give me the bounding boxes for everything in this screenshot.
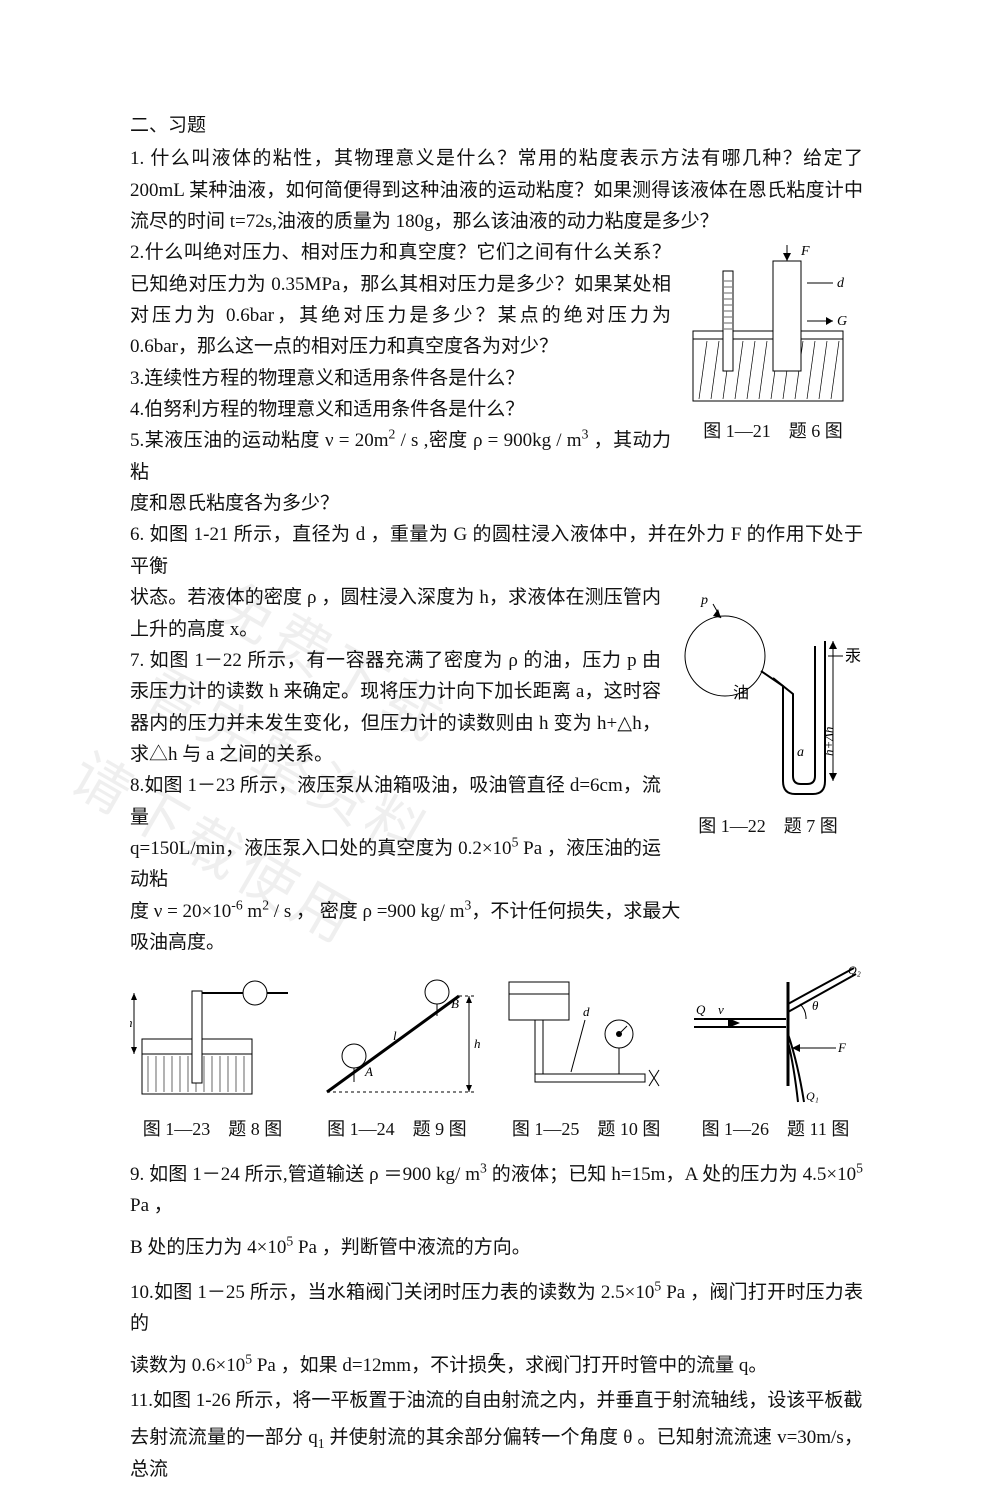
figure-1-22-svg: p 油 汞 a h+Δh xyxy=(673,586,863,806)
question-8-line-3: 度 ν = 20×10-6 m2 / s ， 密度 ρ =900 kg/ m3，… xyxy=(130,896,863,927)
fig22-label-a: a xyxy=(797,745,804,760)
page: 免费下载 看完整资料 请下载使用 二、习题 1. 什么叫液体的粘性，其物理意义是… xyxy=(0,0,993,1404)
q9-a: 9. 如图 1－24 所示,管道输送 ρ ＝900 kg/ m xyxy=(130,1164,480,1185)
figure-1-24-caption: 图 1—24 题 9 图 xyxy=(309,1115,484,1145)
figure-1-24: A B l h 图 1—24 题 9 图 xyxy=(309,974,484,1145)
fig26-label-Q1: Q₁ xyxy=(806,1089,819,1103)
q5-b: / s ,密度 ρ = 900kg / m xyxy=(395,430,581,451)
fig22-label-p: p xyxy=(700,593,708,608)
q9-b: 的液体；已知 h=15m，A 处的压力为 4.5×10 xyxy=(487,1164,856,1185)
fig26-label-v: v xyxy=(718,1002,724,1017)
q11-b: 去射流流量的一部分 q xyxy=(130,1427,318,1448)
section-title: 二、习题 xyxy=(130,110,863,141)
fig26-label-F: F xyxy=(837,1040,847,1055)
fig26-label-theta: θ xyxy=(812,998,819,1013)
q8-e: m xyxy=(243,901,263,922)
fig24-label-h: h xyxy=(474,1036,481,1051)
figure-1-26: Q v F Q₂ θ xyxy=(688,964,863,1145)
figure-1-24-svg: A B l h xyxy=(309,974,484,1109)
page-number: 5 xyxy=(0,1349,993,1370)
question-9-line-1: 9. 如图 1－24 所示,管道输送 ρ ＝900 kg/ m3 的液体；已知 … xyxy=(130,1159,863,1222)
figure-1-22-caption: 图 1—22 题 7 图 xyxy=(673,812,863,842)
q9-e: Pa ，判断管中液流的方向。 xyxy=(293,1237,531,1258)
q9-d: B 处的压力为 4×10 xyxy=(130,1237,286,1258)
question-6-line-1: 6. 如图 1-21 所示，直径为 d ，重量为 G 的圆柱浸入液体中，并在外力… xyxy=(130,519,863,582)
fig26-label-Q2: Q₂ xyxy=(848,964,861,977)
q5-unit1: m xyxy=(374,430,389,451)
fig24-label-l: l xyxy=(393,1028,397,1043)
q9-exp2: 5 xyxy=(856,1161,863,1176)
question-8-line-4: 吸油高度。 xyxy=(130,927,863,958)
q8-b: q=150L/min，液压泵入口处的真空度为 0.2×10 xyxy=(130,838,512,859)
figure-1-26-caption: 图 1—26 题 11 图 xyxy=(688,1115,863,1145)
fig26-label-Q: Q xyxy=(696,1002,706,1017)
figure-row: h 图 1—23 题 8 图 A B l xyxy=(130,964,863,1145)
question-11-line-1: 11.如图 1-26 所示，将一平板置于油流的自由射流之内，并垂直于射流轴线，设… xyxy=(130,1385,863,1416)
figure-1-21: F d G 图 1—21 题 6 图 xyxy=(683,241,863,447)
q5-a: 5.某液压油的运动粘度 ν = 20 xyxy=(130,430,374,451)
fig25-label-d: d xyxy=(583,1004,590,1019)
q8-exp2: -6 xyxy=(231,897,242,912)
figure-1-23: h 图 1—23 题 8 图 xyxy=(130,979,295,1145)
q9-exp1: 3 xyxy=(480,1161,487,1176)
figure-1-23-caption: 图 1—23 题 8 图 xyxy=(130,1115,295,1145)
fig22-label-hdh: h+Δh xyxy=(821,727,836,756)
question-10-line-1: 10.如图 1－25 所示，当水箱阀门关闭时压力表的读数为 2.5×105 Pa… xyxy=(130,1277,863,1340)
q11-sub: 1 xyxy=(318,1436,325,1451)
figure-1-25: d 图 1—25 题 10 图 xyxy=(499,974,674,1145)
fig24-label-B: B xyxy=(451,996,459,1011)
figure-1-25-svg: d xyxy=(499,974,674,1109)
question-1: 1. 什么叫液体的粘性，其物理意义是什么？常用的粘度表示方法有哪几种？给定了 2… xyxy=(130,143,863,237)
q10-a: 10.如图 1－25 所示，当水箱阀门关闭时压力表的读数为 2.5×10 xyxy=(130,1282,654,1303)
fig21-label-d: d xyxy=(837,276,845,291)
question-11-line-2: 去射流流量的一部分 q1 并使射流的其余部分偏转一个角度 θ 。已知射流流速 v… xyxy=(130,1422,863,1485)
question-9-line-2: B 处的压力为 4×105 Pa ，判断管中液流的方向。 xyxy=(130,1232,863,1263)
fig23-label-h: h xyxy=(130,1015,133,1030)
question-5-line-2: 度和恩氏粘度各为多少？ xyxy=(130,488,863,519)
q8-f: / s ， 密度 ρ =900 kg/ m xyxy=(269,901,464,922)
figure-1-26-svg: Q v F Q₂ θ xyxy=(688,964,863,1109)
fig22-label-hg: 汞 xyxy=(845,648,861,665)
figure-1-21-caption: 图 1—21 题 6 图 xyxy=(683,417,863,447)
question-8-line-2: q=150L/min，液压泵入口处的真空度为 0.2×105 Pa ，液压油的运… xyxy=(130,833,863,896)
figure-1-21-svg: F d G xyxy=(683,241,863,411)
figure-1-25-caption: 图 1—25 题 10 图 xyxy=(499,1115,674,1145)
fig24-label-A: A xyxy=(364,1064,373,1079)
fig21-label-F: F xyxy=(800,244,810,259)
figure-1-22: p 油 汞 a h+Δh 图 1—22 题 7 图 xyxy=(673,586,863,842)
q8-g: ，不计任何损失，求最大 xyxy=(471,901,680,922)
q8-d: 度 ν = 20×10 xyxy=(130,901,231,922)
content: 二、习题 1. 什么叫液体的粘性，其物理意义是什么？常用的粘度表示方法有哪几种？… xyxy=(130,110,863,1485)
q9-c: Pa ， xyxy=(130,1195,173,1216)
figure-1-23-svg: h xyxy=(130,979,295,1109)
fig21-label-G: G xyxy=(837,314,847,329)
fig22-label-oil: 油 xyxy=(733,684,749,702)
